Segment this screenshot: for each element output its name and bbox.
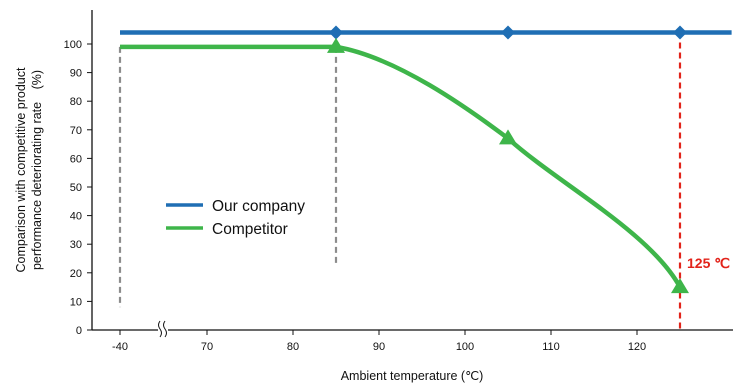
- annotation-125c: 125 ℃: [687, 255, 730, 271]
- y-tick-label: 70: [70, 125, 82, 137]
- y-axis-label-line-2: performance deteriorating rate (%): [30, 70, 44, 270]
- y-tick-label: 100: [64, 39, 82, 51]
- y-tick-label: 0: [76, 325, 82, 337]
- legend-label-competitor: Competitor: [212, 221, 288, 238]
- y-tick-label: 30: [70, 239, 82, 251]
- legend: Our company Competitor: [166, 198, 305, 238]
- x-tick-label: -40: [112, 341, 128, 353]
- x-axis-label: Ambient temperature (℃): [341, 369, 484, 383]
- axis-break-icon: [158, 320, 168, 338]
- triangle-marker-competitor: [499, 129, 517, 145]
- legend-label-our-company: Our company: [212, 198, 305, 215]
- diamond-marker-our-company: [329, 25, 343, 40]
- x-tick-label: 90: [373, 341, 385, 353]
- y-axis-label-line-1: Comparison with competitive product: [14, 67, 28, 272]
- x-tick-label: 110: [542, 341, 560, 353]
- diamond-marker-our-company: [673, 25, 687, 40]
- y-tick-label: 20: [70, 268, 82, 280]
- y-tick-label: 40: [70, 211, 82, 223]
- x-tick-label: 80: [287, 341, 299, 353]
- triangle-marker-competitor: [671, 278, 689, 294]
- x-tick-label: 120: [628, 341, 646, 353]
- series-line-competitor: [120, 44, 682, 289]
- y-tick-label: 10: [70, 296, 82, 308]
- y-tick-label: 80: [70, 96, 82, 108]
- diamond-marker-our-company: [501, 25, 515, 40]
- x-tick-label: 70: [201, 341, 213, 353]
- y-tick-label: 50: [70, 182, 82, 194]
- x-tick-label: 100: [456, 341, 474, 353]
- triangle-marker-competitor: [327, 37, 345, 53]
- y-tick-label: 60: [70, 153, 82, 165]
- y-tick-label: 90: [70, 68, 82, 80]
